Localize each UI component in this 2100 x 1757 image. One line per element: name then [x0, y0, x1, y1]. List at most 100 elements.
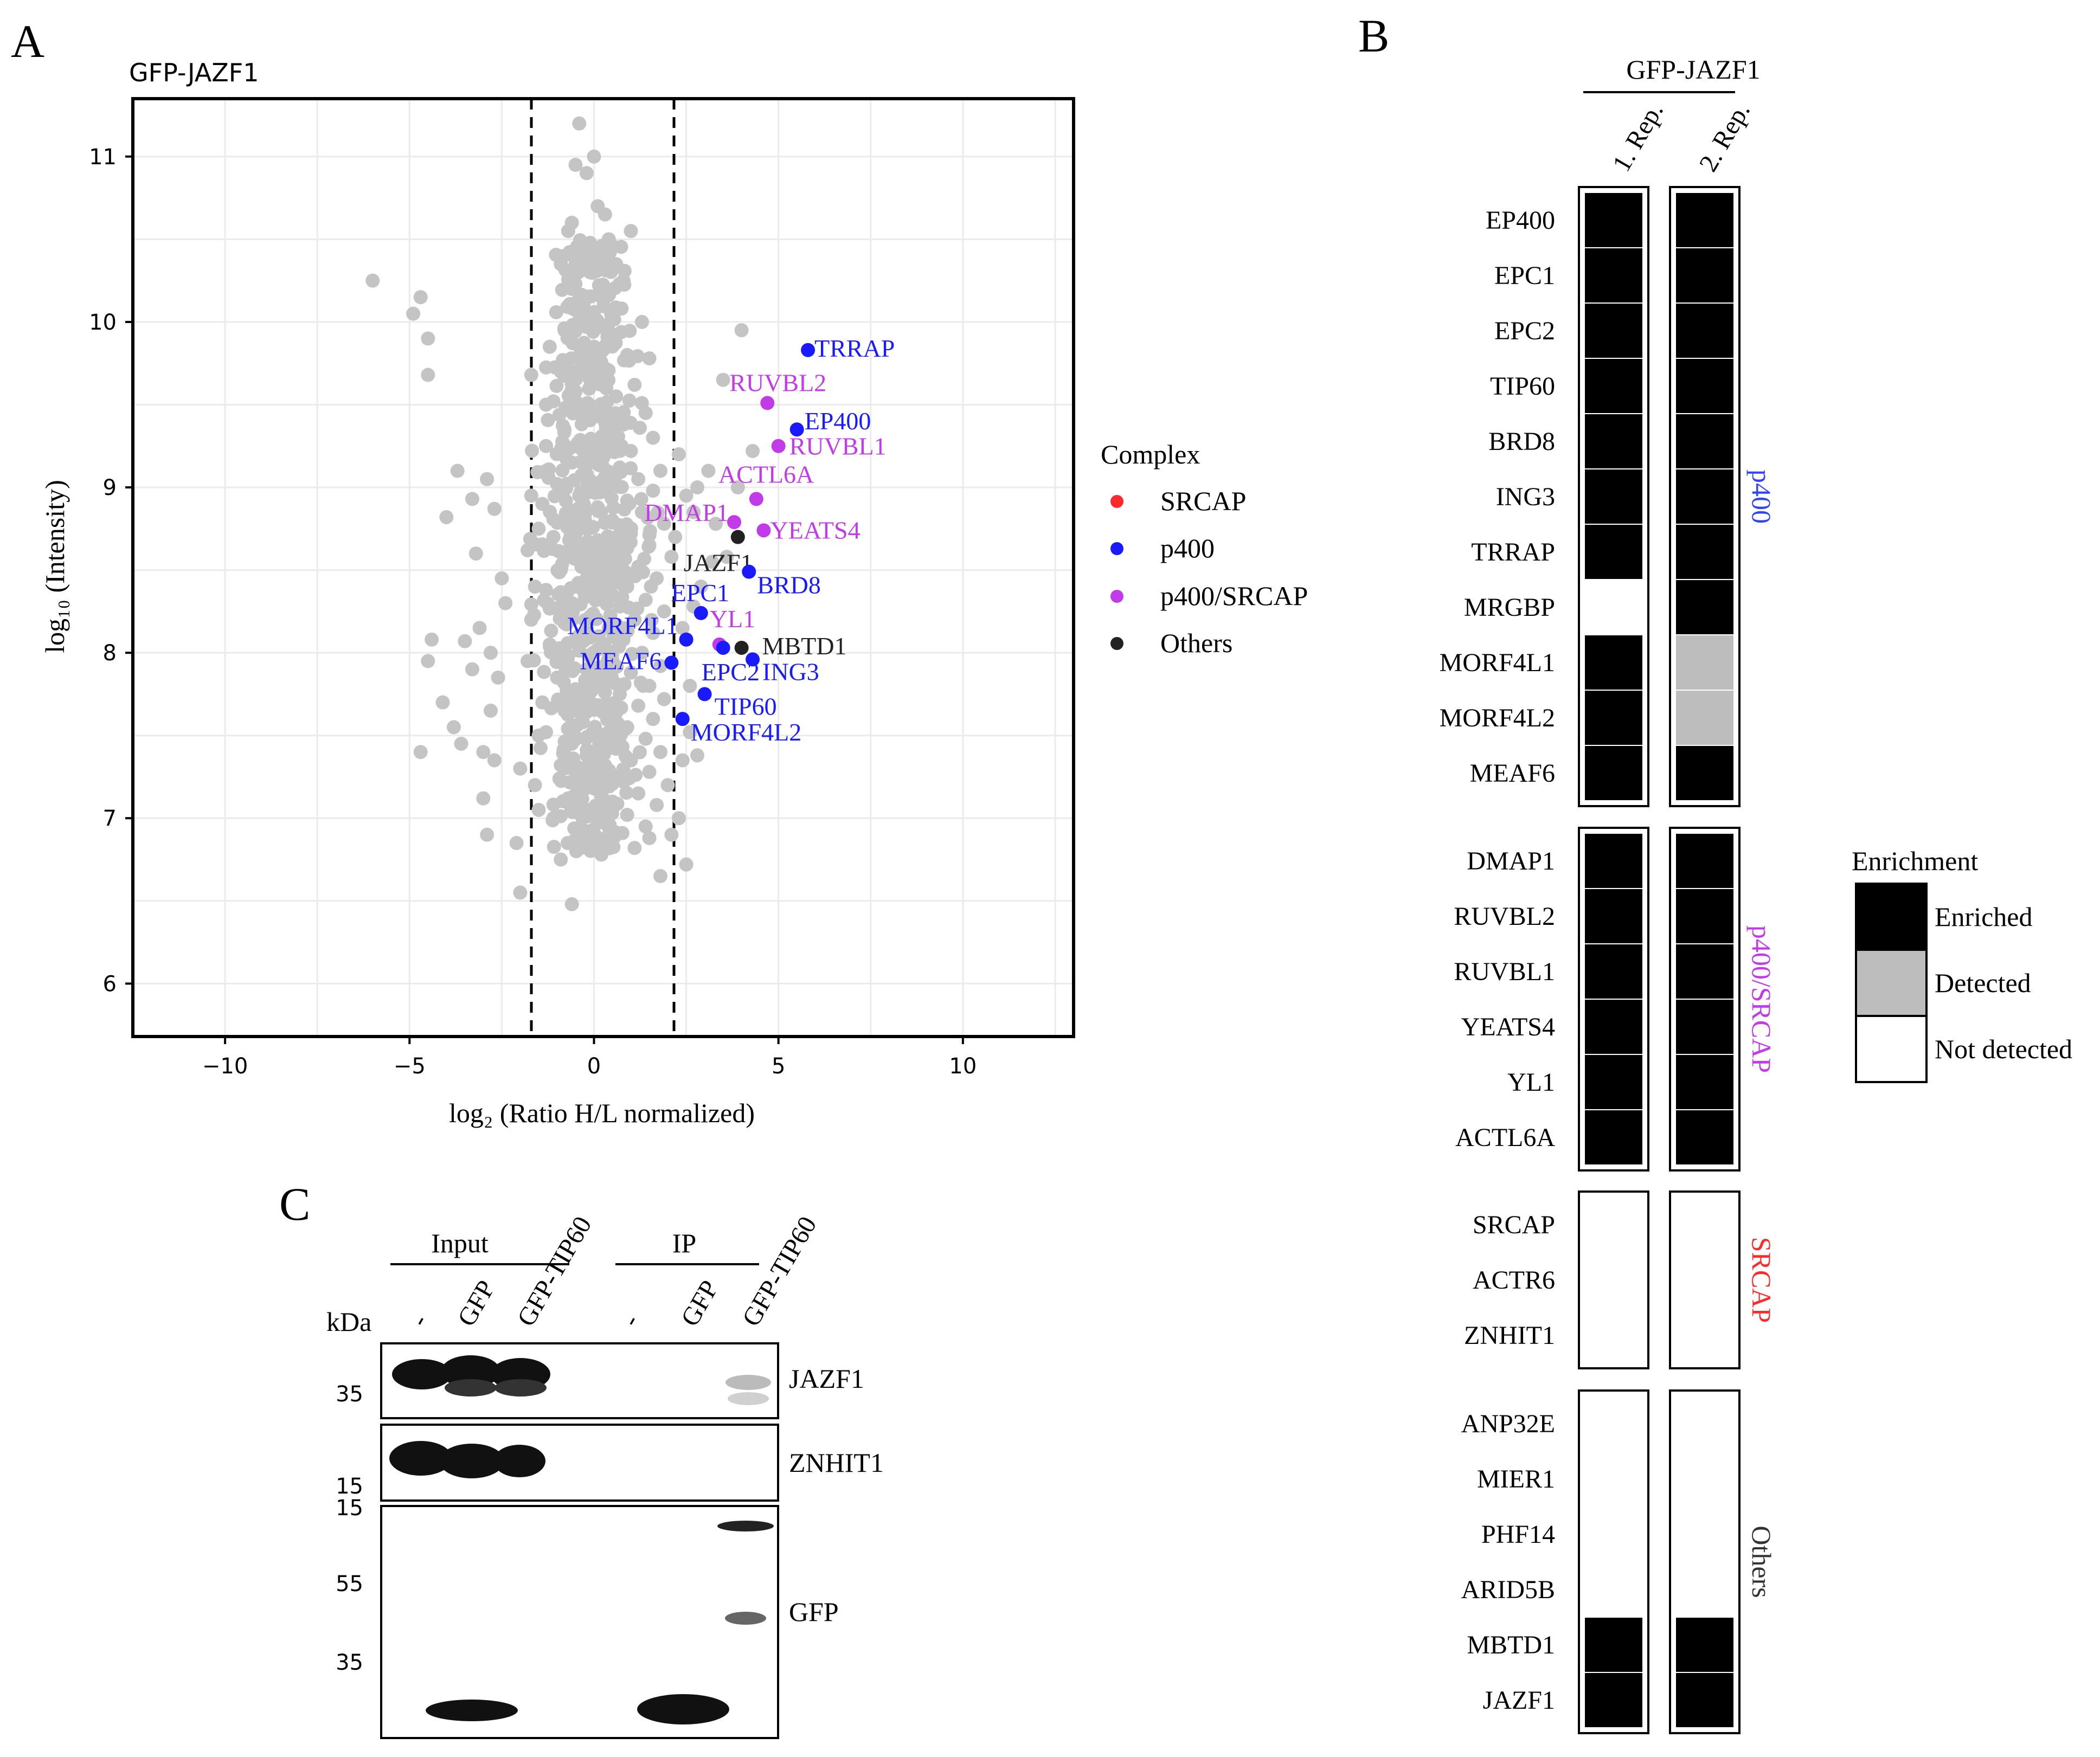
data-point [564, 351, 579, 366]
data-point [547, 840, 561, 854]
data-point [730, 480, 745, 495]
data-point [653, 464, 667, 478]
y-tick-label: 11 [89, 145, 117, 170]
lane-label-2: GFP [452, 1276, 501, 1331]
group-label-ip: IP [672, 1228, 696, 1258]
heatmap-cell [1675, 1506, 1735, 1562]
legend-swatch-enriched [1855, 883, 1928, 951]
data-point [541, 413, 555, 427]
heatmap-cell [1584, 833, 1643, 889]
data-point [620, 624, 635, 639]
heatmap-row-label: MBTD1 [1467, 1631, 1555, 1659]
data-point [653, 869, 667, 884]
band [392, 1359, 452, 1389]
data-point [646, 626, 660, 640]
point-label: EP400 [805, 407, 871, 435]
data-point [546, 394, 561, 409]
data-point [476, 745, 491, 760]
lane-label-4: - [616, 1309, 645, 1331]
data-point [573, 597, 588, 612]
point-label: YL1 [710, 605, 755, 633]
data-point [472, 621, 487, 635]
heatmap-cell [1584, 888, 1643, 944]
heatmap-cell [1584, 690, 1643, 746]
data-point [568, 158, 583, 172]
kda-label: kDa [326, 1307, 371, 1337]
y-tick-label: 10 [89, 310, 117, 335]
data-point [586, 565, 600, 580]
data-point [631, 698, 646, 713]
legend-label-not-detected: Not detected [1935, 1034, 2072, 1064]
marker-15: 15 [336, 1474, 363, 1499]
data-point [675, 621, 690, 635]
data-point [546, 797, 561, 812]
heatmap-column-frame [1669, 186, 1741, 807]
data-point [601, 317, 615, 332]
heatmap-row-label: TRRAP [1471, 538, 1555, 567]
enrichment-legend-title: Enrichment [1852, 846, 1978, 876]
data-point [588, 593, 603, 608]
data-point [513, 885, 528, 900]
data-point [642, 764, 657, 779]
data-point [542, 339, 557, 354]
data-point [549, 305, 563, 319]
highlighted-point [749, 492, 763, 506]
heatmap-cell [1584, 1307, 1643, 1363]
data-point [555, 282, 569, 297]
heatmap-column-frame [1669, 1190, 1741, 1369]
heatmap-cell [1675, 1054, 1735, 1110]
column-label-rep1: 1. Rep. [1607, 98, 1669, 176]
data-point [468, 546, 483, 561]
marker-35: 35 [336, 1382, 363, 1407]
heatmap-row-label: BRD8 [1488, 427, 1555, 456]
data-point [549, 378, 564, 393]
data-point [586, 809, 600, 823]
heatmap-row-label: MORF4L1 [1440, 648, 1555, 677]
data-point [591, 504, 606, 518]
data-point [638, 731, 653, 746]
data-point [586, 670, 600, 684]
x-axis-ticks: −10 −5 0 5 10 [202, 1037, 977, 1079]
data-point [545, 813, 560, 828]
heatmap-cell [1584, 943, 1643, 1000]
data-point [613, 465, 628, 479]
data-point [593, 377, 607, 392]
heatmap-cell [1584, 999, 1643, 1055]
band [725, 1375, 771, 1390]
highlighted-point [789, 422, 804, 437]
data-point [465, 492, 479, 506]
data-point [549, 447, 564, 461]
data-point [607, 432, 621, 446]
data-point [578, 360, 593, 375]
marker-35: 35 [336, 1650, 363, 1675]
data-point [537, 665, 551, 679]
x-tick-label: −5 [394, 1054, 426, 1079]
heatmap-row-label: YL1 [1507, 1068, 1555, 1097]
data-point [720, 550, 734, 564]
data-point [590, 533, 605, 548]
point-label: MORF4L1 [567, 612, 678, 640]
data-point [664, 550, 679, 564]
highlighted-point [734, 640, 749, 655]
blot-label-gfp: GFP [789, 1597, 839, 1627]
heatmap-column-frame [1669, 827, 1741, 1172]
point-label: EPC2 [702, 658, 760, 686]
heatmap-cell [1675, 1252, 1735, 1308]
data-point [620, 808, 634, 822]
heatmap-cell [1584, 247, 1643, 304]
data-point [487, 753, 502, 768]
heatmap-groups: EP400 EPC1 EPC2 TIP60 BRD8 ING3 TRRAP MRGBP MORF… [1440, 186, 1777, 1734]
data-point [601, 546, 615, 561]
point-label: YEATS4 [770, 516, 860, 544]
data-point [596, 839, 611, 853]
heatmap-row-label: EP400 [1486, 206, 1555, 235]
data-point [653, 659, 667, 673]
data-point [566, 686, 581, 700]
data-point [604, 669, 619, 684]
heatmap-cell [1584, 1109, 1643, 1166]
data-point [421, 368, 435, 382]
data-point [583, 545, 598, 560]
data-point [552, 408, 567, 422]
highlighted-point [727, 515, 742, 530]
panel-c-western-blot: Input IP kDa - GFP GFP-TIP60 - GFP GFP-T… [326, 1212, 884, 1739]
